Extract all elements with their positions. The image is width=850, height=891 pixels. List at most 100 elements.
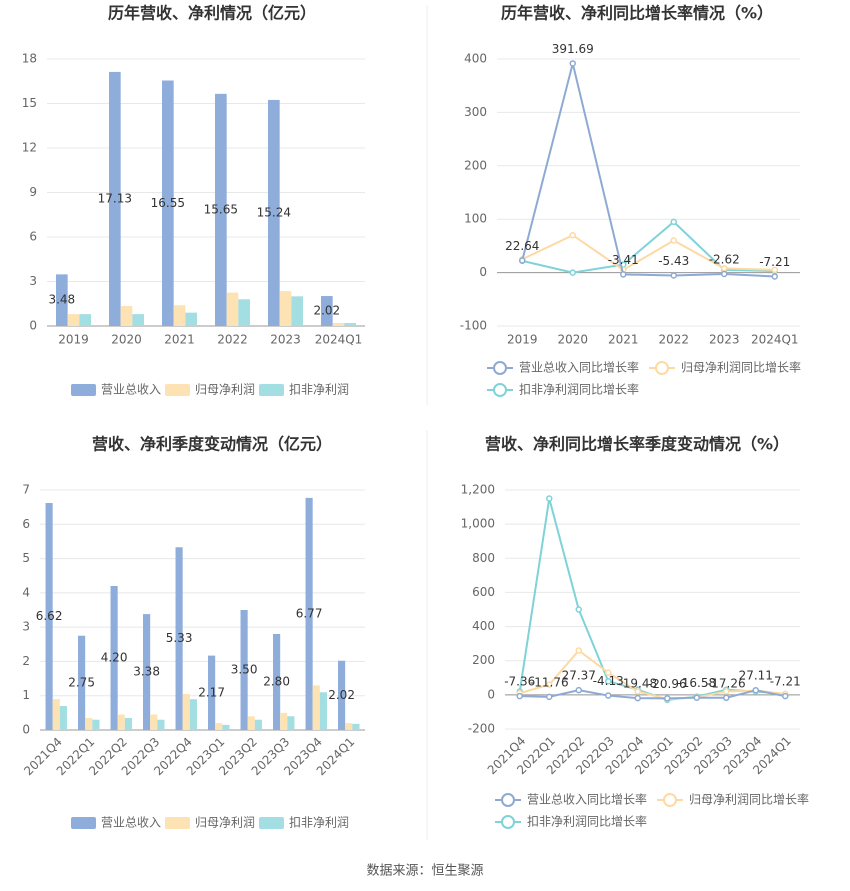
legend-label: 扣非净利润	[289, 383, 349, 397]
bar	[321, 296, 333, 326]
x-tick-label: 2021	[164, 333, 195, 347]
bar	[240, 610, 248, 730]
bar	[79, 314, 91, 326]
legend-marker	[493, 383, 507, 397]
legend-swatch	[165, 817, 190, 829]
value-label: -11.76	[530, 675, 569, 689]
value-label: 22.64	[505, 239, 539, 253]
point	[575, 606, 582, 613]
legend-label: 扣非净利润同比增长率	[519, 382, 639, 397]
x-tick-label: 2023	[270, 333, 301, 347]
y-tick-label: 6	[22, 517, 30, 531]
bar	[222, 724, 230, 730]
x-tick-label: 2020	[557, 333, 588, 347]
line	[519, 649, 786, 701]
point	[516, 692, 523, 700]
point	[723, 688, 730, 695]
y-tick-label: 3	[29, 274, 37, 288]
bar	[287, 716, 295, 730]
legend-label: 营业总收入同比增长率	[519, 360, 639, 375]
point	[620, 271, 627, 278]
point	[693, 694, 700, 701]
point	[670, 272, 677, 279]
bar	[45, 503, 53, 730]
bar	[338, 660, 346, 730]
bar	[59, 706, 67, 730]
value-label: 4.20	[101, 651, 128, 665]
line	[519, 689, 786, 700]
bar	[85, 718, 93, 730]
bar	[110, 586, 118, 730]
value-label: -20.96	[648, 677, 687, 691]
x-tick-label: 2019	[58, 333, 89, 347]
bar	[52, 699, 60, 730]
value-label: -2.62	[709, 252, 740, 266]
y-tick-label: 6	[29, 230, 37, 244]
point	[752, 686, 759, 694]
bar	[162, 80, 174, 326]
point	[771, 273, 778, 280]
bar	[319, 692, 327, 730]
x-tick-label: 2024Q1	[751, 333, 799, 347]
value-label: 16.55	[151, 196, 185, 210]
bar	[215, 723, 223, 730]
x-tick-label: 2022	[658, 333, 689, 347]
point	[569, 60, 576, 67]
legend-marker	[501, 815, 515, 829]
y-tick-label: 300	[464, 105, 487, 119]
bar	[67, 314, 80, 326]
y-tick-label: -100	[460, 319, 487, 333]
point	[519, 257, 526, 264]
bar	[345, 723, 353, 730]
y-tick-label: 0	[29, 319, 37, 333]
legend-swatch	[71, 817, 96, 829]
legend-swatch	[259, 817, 284, 829]
value-label: 2.02	[328, 688, 355, 702]
bar	[312, 685, 320, 730]
y-tick-label: 1,000	[461, 517, 495, 531]
point	[605, 677, 612, 685]
legend-swatch	[165, 384, 190, 396]
y-tick-label: 4	[22, 585, 30, 599]
point	[605, 692, 612, 699]
bar	[185, 312, 197, 326]
y-tick-label: 1,200	[461, 483, 495, 497]
bar	[56, 274, 68, 326]
bar	[344, 323, 356, 326]
point	[546, 681, 553, 688]
value-label: -16.58	[677, 676, 716, 690]
y-tick-label: 9	[29, 185, 37, 199]
value-label: 3.38	[133, 665, 160, 679]
chart-title: 历年营收、净利同比增长率情况（%）	[501, 4, 773, 23]
bar	[215, 93, 227, 326]
legend-label: 归母净利润同比增长率	[681, 360, 801, 375]
legend-label: 归母净利润	[195, 383, 255, 397]
y-tick-label: 400	[464, 52, 487, 66]
bar	[143, 614, 151, 730]
bar	[150, 714, 158, 730]
value-label: -4.13	[593, 674, 624, 688]
line	[522, 220, 775, 274]
y-tick-label: 0	[22, 723, 30, 737]
bar	[208, 655, 216, 730]
value-label: 2.17	[198, 685, 225, 699]
y-tick-label: 2	[22, 654, 30, 668]
bar	[332, 323, 345, 326]
y-tick-label: 200	[464, 158, 487, 172]
value-label: 5.33	[166, 631, 193, 645]
bar	[279, 291, 292, 326]
point	[664, 695, 671, 702]
y-tick-label: 12	[22, 141, 37, 155]
bar	[305, 497, 313, 730]
legend-marker	[655, 361, 669, 375]
line	[521, 63, 775, 278]
legend-label: 归母净利润	[195, 816, 255, 830]
point	[575, 686, 582, 694]
bar	[120, 305, 133, 326]
legend-label: 扣非净利润	[289, 816, 349, 830]
y-tick-label: -200	[468, 722, 495, 736]
y-tick-label: 5	[22, 551, 30, 565]
point	[569, 269, 576, 276]
y-tick-label: 18	[22, 52, 37, 66]
